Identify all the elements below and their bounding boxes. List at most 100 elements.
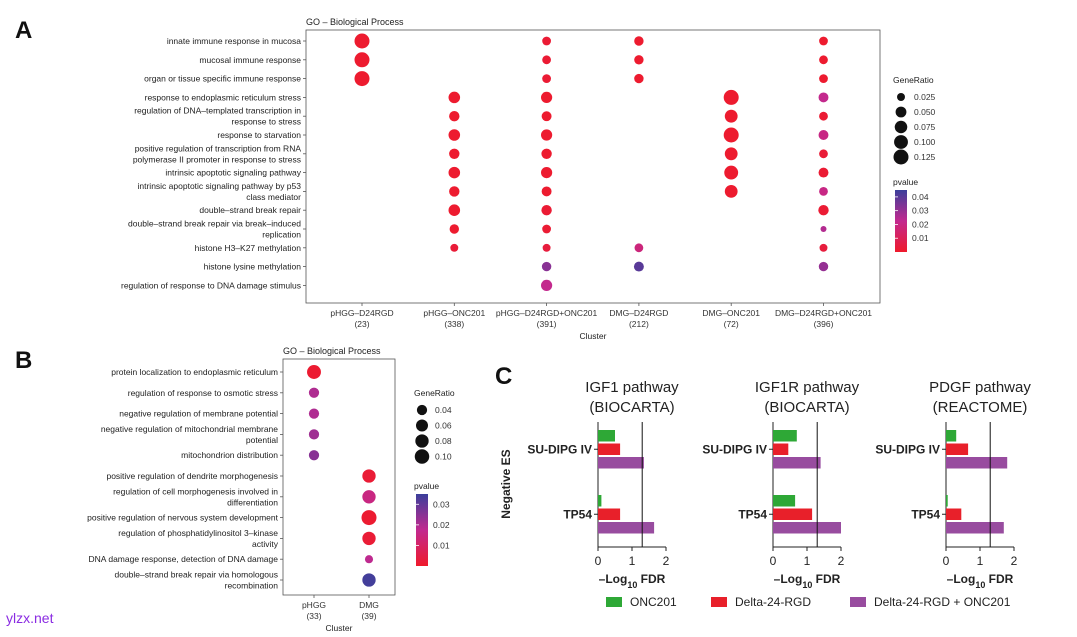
c-bar bbox=[773, 508, 813, 520]
a-dot bbox=[819, 187, 828, 196]
a-dot bbox=[819, 74, 828, 83]
c-bar bbox=[773, 495, 796, 507]
a-dot bbox=[819, 55, 828, 65]
b-size-legend-dot bbox=[414, 449, 430, 464]
a-dot bbox=[541, 129, 553, 141]
a-dot bbox=[541, 186, 552, 197]
a-dot bbox=[354, 52, 370, 68]
a-size-legend-label: 0.050 bbox=[914, 107, 936, 117]
a-cluster-count: (212) bbox=[629, 319, 649, 329]
a-dot bbox=[634, 243, 644, 253]
a-dot bbox=[723, 127, 739, 143]
a-dot bbox=[450, 243, 459, 252]
c-group-label: SU-DIPG IV bbox=[875, 442, 940, 456]
a-size-legend-label: 0.075 bbox=[914, 122, 936, 132]
a-cluster-count: (72) bbox=[724, 319, 739, 329]
b-color-legend-title: pvalue bbox=[414, 481, 439, 491]
a-dot bbox=[542, 55, 551, 65]
b-term-label: differentiation bbox=[227, 497, 278, 507]
a-dot bbox=[633, 261, 644, 272]
b-size-legend-dot bbox=[416, 404, 428, 416]
a-dot bbox=[819, 111, 828, 121]
a-term-label: mucosal immune response bbox=[199, 55, 301, 65]
a-size-legend-label: 0.025 bbox=[914, 92, 936, 102]
panel-letter-a: A bbox=[15, 17, 32, 44]
a-dot bbox=[818, 130, 829, 140]
c-x-tick-label: 2 bbox=[663, 554, 670, 568]
c-group-label: TP54 bbox=[911, 507, 940, 521]
a-dot bbox=[448, 204, 461, 216]
a-term-label: intrinsic apoptotic signaling pathway by… bbox=[138, 181, 302, 191]
a-cluster-label: pHGG–D24RGD+ONC201 bbox=[496, 308, 598, 318]
c-bar bbox=[773, 443, 789, 455]
c-bar bbox=[773, 430, 797, 442]
c-legend-label: Delta-24-RGD + ONC201 bbox=[874, 595, 1011, 609]
c-x-tick-label: 0 bbox=[595, 554, 602, 568]
a-dot bbox=[541, 167, 553, 179]
a-dot bbox=[819, 243, 828, 252]
b-term-label: double–strand break repair via homologou… bbox=[115, 570, 279, 580]
panel-b-dotplot: GO – Biological Process protein localizat… bbox=[87, 346, 455, 633]
b-colorbar bbox=[416, 494, 428, 566]
b-cluster-label: pHGG bbox=[302, 600, 326, 610]
c-bar bbox=[773, 522, 841, 534]
a-dot bbox=[541, 261, 552, 272]
b-size-legend-dot bbox=[415, 434, 429, 448]
c-legend-swatch bbox=[711, 597, 727, 607]
a-term-label: response to endoplasmic reticulum stress bbox=[145, 92, 301, 102]
b-term-label: regulation of cell morphogenesis involve… bbox=[113, 486, 278, 496]
c-bar bbox=[598, 430, 615, 442]
b-size-legend-title: GeneRatio bbox=[414, 388, 455, 398]
a-dot bbox=[820, 226, 827, 232]
b-dot bbox=[362, 469, 376, 483]
c-panel-title: (REACTOME) bbox=[933, 399, 1028, 416]
a-size-legend-dot bbox=[894, 120, 908, 134]
a-term-label: innate immune response in mucosa bbox=[167, 36, 301, 46]
b-colorbar-label: 0.02 bbox=[433, 520, 450, 530]
b-term-label: positive regulation of dendrite morphoge… bbox=[106, 471, 278, 481]
b-term-label: regulation of phosphatidylinositol 3–kin… bbox=[118, 528, 278, 538]
a-dot bbox=[818, 261, 829, 272]
c-bar bbox=[946, 443, 969, 455]
c-bar bbox=[946, 457, 1008, 469]
c-legend-swatch bbox=[850, 597, 866, 607]
a-colorbar-label: 0.02 bbox=[912, 219, 929, 229]
panel-c-barcharts: Negative ES IGF1 pathway (BIOCARTA) 0 1 2 –Log… bbox=[499, 379, 1031, 609]
c-legend-swatch bbox=[606, 597, 622, 607]
b-dot bbox=[308, 387, 320, 398]
c-x-axis-title: –Log10 FDR bbox=[774, 572, 841, 590]
a-dot bbox=[634, 73, 644, 84]
b-term-label: regulation of response to osmotic stress bbox=[128, 388, 278, 398]
b-term-label: negative regulation of membrane potentia… bbox=[119, 409, 278, 419]
b-term-label: recombination bbox=[225, 581, 279, 591]
b-term-label: DNA damage response, detection of DNA da… bbox=[89, 554, 279, 564]
a-dot bbox=[448, 91, 461, 104]
c-group-label: TP54 bbox=[738, 507, 767, 521]
a-term-label: histone lysine methylation bbox=[204, 262, 302, 272]
a-term-label: regulation of DNA–templated transcriptio… bbox=[134, 106, 301, 116]
a-cluster-label: pHGG–D24RGD bbox=[330, 308, 393, 318]
a-dot bbox=[448, 166, 461, 179]
a-term-label: histone H3–K27 methylation bbox=[195, 243, 302, 253]
a-dot bbox=[634, 36, 644, 46]
b-title: GO – Biological Process bbox=[283, 346, 381, 356]
b-colorbar-label: 0.01 bbox=[433, 540, 450, 550]
a-size-legend-label: 0.100 bbox=[914, 137, 936, 147]
a-dot bbox=[448, 129, 461, 141]
a-dot bbox=[449, 148, 460, 159]
b-dot bbox=[307, 365, 321, 379]
a-term-label: replication bbox=[262, 230, 301, 240]
b-plot-frame bbox=[282, 358, 396, 596]
b-term-label: protein localization to endoplasmic reti… bbox=[111, 367, 278, 377]
c-x-tick-label: 1 bbox=[804, 554, 811, 568]
a-dot bbox=[723, 89, 739, 105]
b-size-legend-label: 0.04 bbox=[435, 405, 452, 415]
a-cluster-count: (338) bbox=[444, 319, 464, 329]
a-term-label: response to starvation bbox=[217, 130, 301, 140]
a-dot bbox=[542, 74, 551, 83]
a-dot bbox=[634, 55, 644, 65]
a-dot bbox=[818, 167, 829, 178]
a-dot bbox=[541, 111, 552, 122]
b-term-label: activity bbox=[252, 539, 279, 549]
